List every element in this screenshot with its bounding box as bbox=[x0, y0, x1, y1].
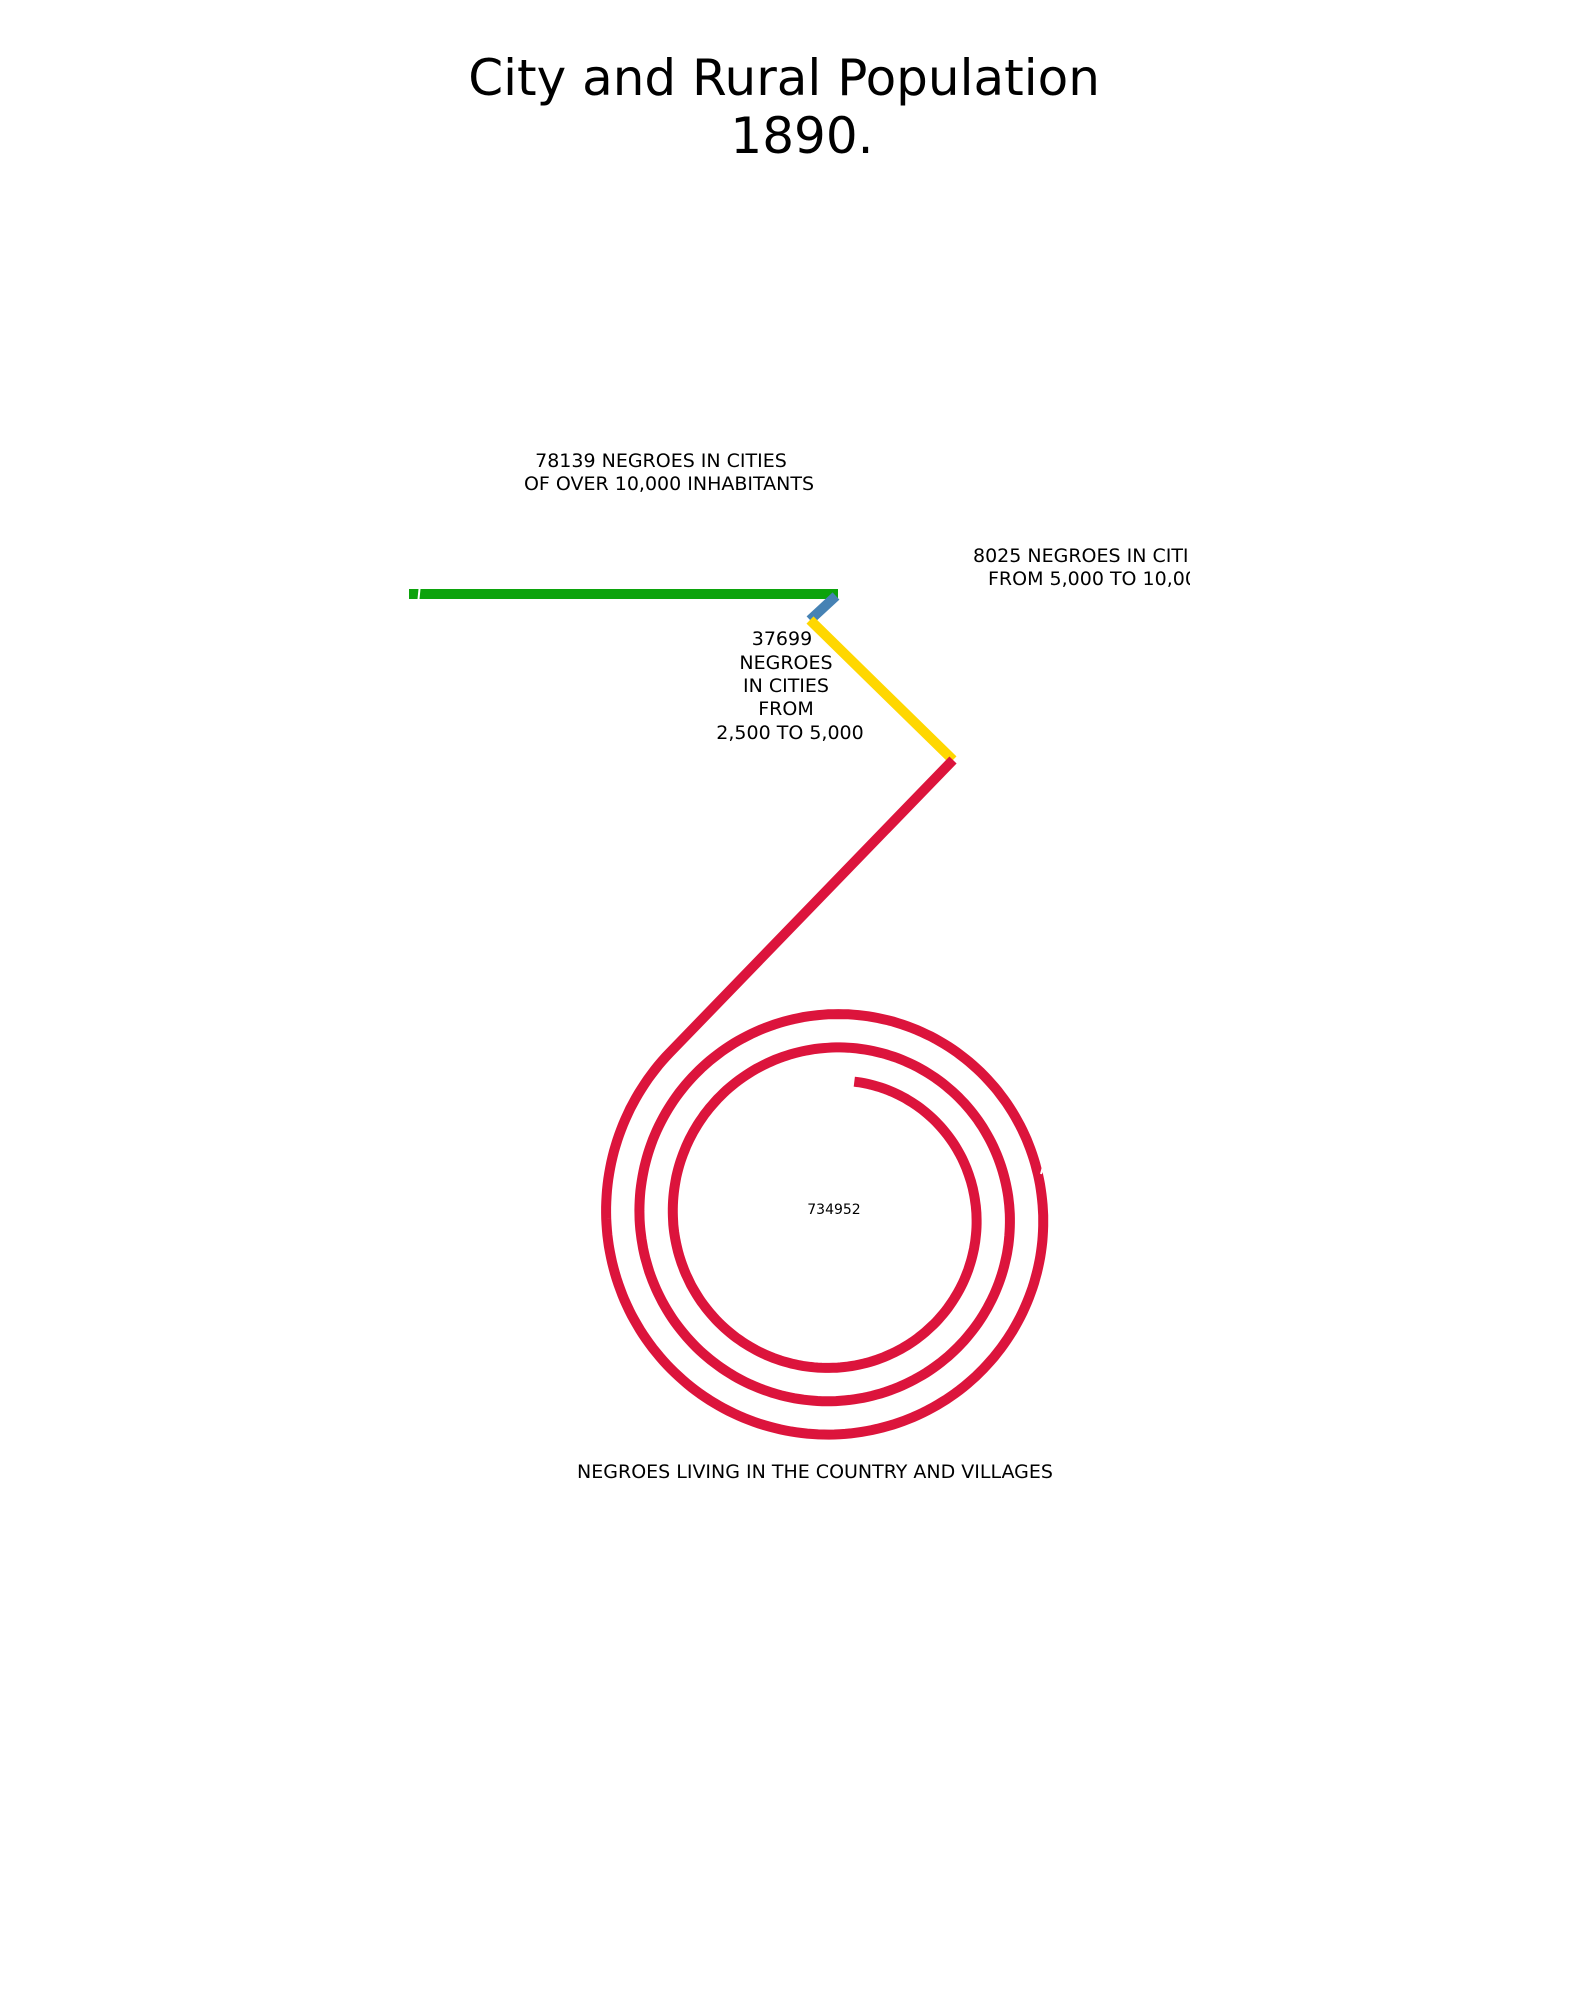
chart-title: City and Rural Population 1890. bbox=[468, 49, 1116, 165]
label-cities-2500-5000-line-1: 37699 bbox=[752, 628, 812, 650]
segment-cities-2500-5000 bbox=[806, 616, 957, 764]
label-country-caption: NEGROES LIVING IN THE COUNTRY AND VILLAG… bbox=[577, 1461, 1053, 1483]
label-cities-2500-5000-line-4: FROM bbox=[758, 698, 813, 720]
label-cities-over-10000-line-1: 78139 NEGROES IN CITIES bbox=[535, 450, 787, 472]
segment-country-and-villages-gap bbox=[1040, 1147, 1049, 1175]
label-cities-over-10000-line-2: OF OVER 10,000 INHABITANTS bbox=[524, 473, 814, 495]
segment-country-and-villages bbox=[601, 756, 1049, 1440]
chart-title-line-2: 1890. bbox=[730, 107, 873, 165]
label-cities-2500-5000-line-5: 2,500 TO 5,000 bbox=[716, 722, 863, 744]
label-cities-2500-5000-line-3: IN CITIES bbox=[743, 675, 829, 697]
label-cities-5000-10000-line-1: 8025 NEGROES IN CITIES bbox=[973, 545, 1213, 567]
label-cities-5000-10000: 8025 NEGROES IN CITIES FROM 5,000 TO 10,… bbox=[973, 545, 1219, 590]
label-cities-5000-10000-line-2: FROM 5,000 TO 10,000 bbox=[988, 568, 1209, 590]
label-cities-2500-5000: 37699 NEGROES IN CITIES FROM 2,500 TO 5,… bbox=[716, 628, 863, 744]
label-cities-over-10000: 78139 NEGROES IN CITIES OF OVER 10,000 I… bbox=[524, 450, 814, 495]
label-cities-2500-5000-line-2: NEGROES bbox=[739, 652, 832, 674]
segment-cities-5000-10000 bbox=[806, 592, 840, 624]
segment-cities-over-10000-gap bbox=[417, 583, 421, 605]
chart-title-line-1: City and Rural Population bbox=[468, 49, 1100, 107]
label-country-value: 734952 bbox=[807, 1202, 860, 1218]
